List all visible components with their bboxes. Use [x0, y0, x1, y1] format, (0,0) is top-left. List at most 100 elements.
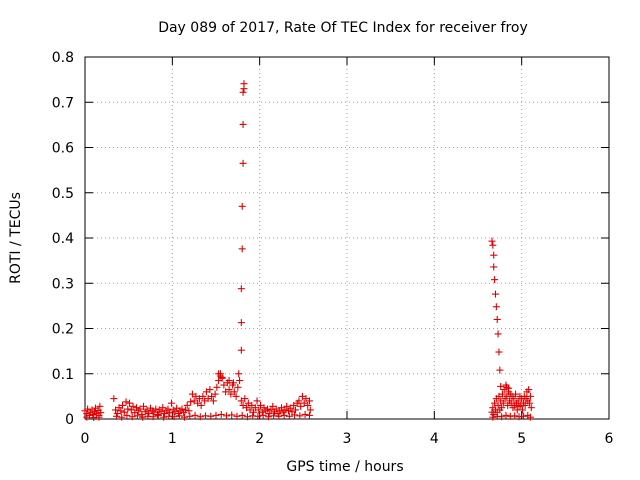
data-point	[489, 241, 497, 249]
data-point	[490, 251, 498, 259]
data-point	[499, 399, 507, 407]
x-axis-tick-labels: 0 1 2 3 4 5 6	[81, 431, 614, 447]
data-point	[527, 404, 535, 412]
data-point	[152, 405, 160, 413]
x-tick-label: 4	[430, 431, 439, 447]
data-point	[167, 399, 175, 407]
data-point	[216, 372, 224, 380]
data-points	[81, 80, 535, 422]
y-tick-label: 0.2	[52, 322, 74, 338]
data-point	[134, 407, 142, 415]
data-point	[526, 392, 534, 400]
data-point	[264, 405, 272, 413]
data-point	[124, 405, 132, 413]
data-point	[259, 411, 267, 419]
data-point	[213, 383, 221, 391]
data-point	[291, 411, 299, 419]
data-point	[225, 377, 233, 385]
data-point	[83, 413, 91, 421]
data-point	[275, 412, 283, 420]
data-point	[225, 386, 233, 394]
data-point	[133, 412, 141, 420]
y-tick-label: 0.6	[52, 141, 74, 157]
data-point	[301, 410, 309, 418]
data-point	[295, 397, 303, 405]
data-point	[243, 413, 251, 421]
y-tick-label: 0.3	[52, 276, 74, 292]
data-point	[521, 401, 529, 409]
data-point	[488, 237, 496, 245]
data-point	[209, 397, 217, 405]
data-point	[199, 392, 207, 400]
data-point	[229, 379, 237, 387]
data-point	[186, 412, 194, 420]
data-point	[95, 413, 103, 421]
data-point	[230, 388, 238, 396]
data-point	[143, 406, 151, 414]
data-point	[233, 412, 241, 420]
data-point	[122, 398, 130, 406]
data-point	[185, 407, 193, 415]
x-tick-label: 3	[343, 431, 352, 447]
data-point	[96, 402, 104, 410]
data-point	[305, 397, 313, 405]
data-point	[191, 411, 199, 419]
data-point	[238, 202, 246, 210]
y-tick-label: 0.8	[52, 50, 74, 66]
data-point	[490, 263, 498, 271]
data-point	[238, 245, 246, 253]
data-point	[129, 402, 137, 410]
data-point	[265, 410, 273, 418]
data-point	[164, 405, 172, 413]
data-point	[228, 411, 236, 419]
y-tick-label: 0.1	[52, 367, 74, 383]
x-tick-label: 2	[255, 431, 264, 447]
data-point	[97, 409, 105, 417]
data-point	[297, 402, 305, 410]
data-point	[175, 412, 183, 420]
data-point	[526, 399, 534, 407]
data-point	[525, 386, 533, 394]
data-point	[304, 401, 312, 409]
data-point	[139, 413, 147, 421]
data-point	[217, 410, 225, 418]
data-point	[258, 408, 266, 416]
data-point	[237, 346, 245, 354]
data-point	[498, 413, 506, 421]
data-point	[159, 404, 167, 412]
y-tick-label: 0.7	[52, 95, 74, 111]
chart-title: Day 089 of 2017, Rate Of TEC Index for r…	[158, 20, 528, 36]
data-point	[181, 413, 189, 421]
data-point	[260, 404, 268, 412]
data-point	[196, 413, 204, 421]
x-tick-label: 6	[605, 431, 614, 447]
data-point	[291, 406, 299, 414]
y-axis-tick-labels: 0 0.1 0.2 0.3 0.4 0.5 0.6 0.7 0.8	[52, 50, 74, 428]
grid-lines	[85, 57, 609, 419]
x-tick-label: 1	[168, 431, 177, 447]
data-point	[181, 406, 189, 414]
data-point	[211, 390, 219, 398]
data-point	[515, 402, 523, 410]
data-point	[222, 412, 230, 420]
data-point	[281, 406, 289, 414]
data-point	[112, 412, 120, 420]
data-point	[254, 412, 262, 420]
data-point	[239, 120, 247, 128]
y-axis-label: ROTI / TECUs	[8, 192, 24, 284]
data-point	[187, 398, 195, 406]
data-point	[239, 159, 247, 167]
data-point	[212, 411, 220, 419]
data-point	[253, 397, 261, 405]
y-tick-label: 0.4	[52, 231, 74, 247]
x-axis-label: GPS time / hours	[286, 459, 403, 475]
data-point	[496, 366, 504, 374]
data-point	[239, 88, 247, 96]
data-point	[240, 80, 248, 88]
data-point	[126, 399, 134, 407]
data-point	[160, 413, 168, 421]
data-point	[283, 402, 291, 410]
data-point	[232, 392, 240, 400]
data-point	[497, 382, 505, 390]
